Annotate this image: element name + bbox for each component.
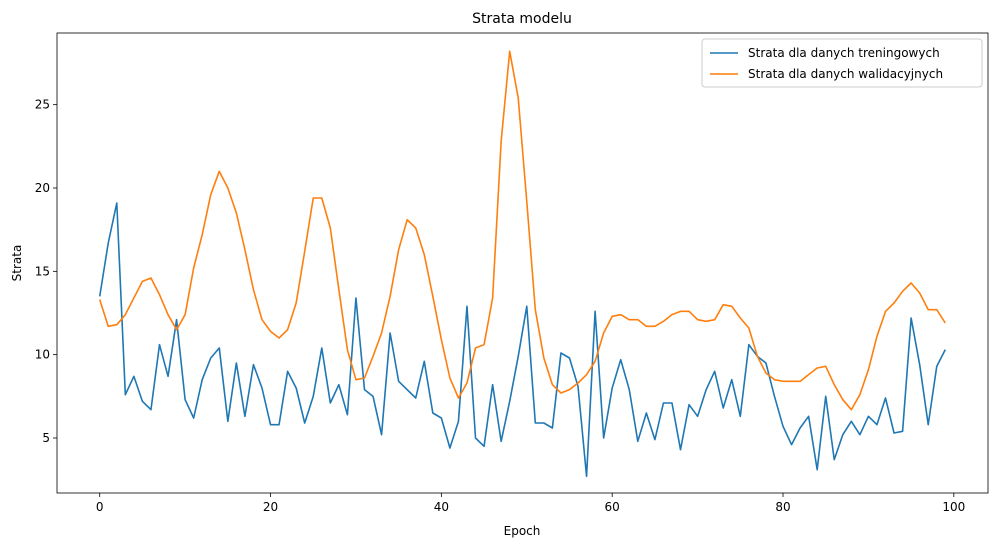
series-line-1 [98,202,947,478]
x-tick-label: 40 [434,500,449,514]
x-axis-ticks: 0 20 40 60 80 100 [96,493,965,514]
y-tick-label: 10 [35,348,50,362]
legend-box [701,38,983,88]
y-axis-label: Strata [10,245,24,282]
x-tick-label: 60 [605,500,620,514]
y-tick-label: 5 [42,431,50,445]
x-tick-label: 80 [775,500,790,514]
y-tick-label: 20 [35,181,50,195]
plot-area [98,50,947,478]
y-tick-label: 15 [35,264,50,278]
plot-frame [56,32,989,494]
legend-label-2: Strata dla danych walidacyjnych [748,67,943,81]
y-tick-label: 25 [35,98,50,112]
series-line-2 [98,50,946,411]
x-axis-label: Epoch [504,524,541,538]
x-tick-label: 100 [942,500,965,514]
x-tick-label: 20 [263,500,278,514]
y-axis-ticks: 5 10 15 20 25 [35,98,57,445]
chart-title: Strata modelu [472,11,572,27]
x-tick-label: 0 [96,500,104,514]
legend: Strata dla danych treningowych Strata dla… [701,38,983,88]
legend-label-1: Strata dla danych treningowych [748,46,940,60]
